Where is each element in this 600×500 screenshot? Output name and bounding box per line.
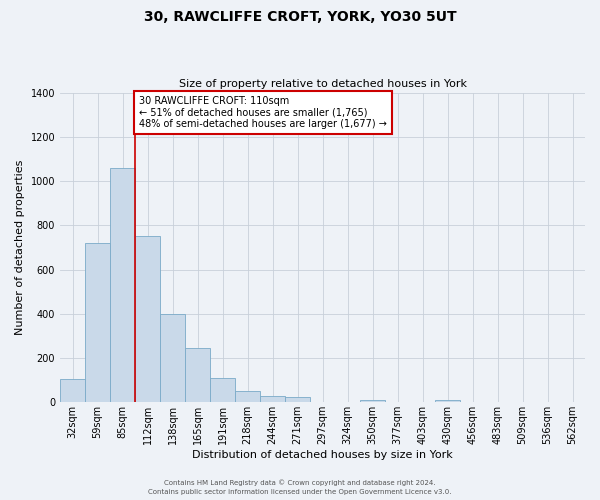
- Bar: [260, 396, 285, 402]
- Bar: [110, 168, 135, 402]
- Bar: [135, 236, 160, 402]
- Bar: [210, 378, 235, 402]
- Bar: [235, 391, 260, 402]
- X-axis label: Distribution of detached houses by size in York: Distribution of detached houses by size …: [192, 450, 453, 460]
- Y-axis label: Number of detached properties: Number of detached properties: [15, 160, 25, 335]
- Bar: [185, 348, 210, 403]
- Text: Contains HM Land Registry data © Crown copyright and database right 2024.
Contai: Contains HM Land Registry data © Crown c…: [148, 480, 452, 495]
- Bar: [160, 314, 185, 402]
- Bar: [285, 397, 310, 402]
- Text: 30, RAWCLIFFE CROFT, YORK, YO30 5UT: 30, RAWCLIFFE CROFT, YORK, YO30 5UT: [143, 10, 457, 24]
- Title: Size of property relative to detached houses in York: Size of property relative to detached ho…: [179, 79, 467, 89]
- Bar: [85, 243, 110, 402]
- Text: 30 RAWCLIFFE CROFT: 110sqm
← 51% of detached houses are smaller (1,765)
48% of s: 30 RAWCLIFFE CROFT: 110sqm ← 51% of deta…: [139, 96, 386, 129]
- Bar: [360, 400, 385, 402]
- Bar: [435, 400, 460, 402]
- Bar: [60, 378, 85, 402]
